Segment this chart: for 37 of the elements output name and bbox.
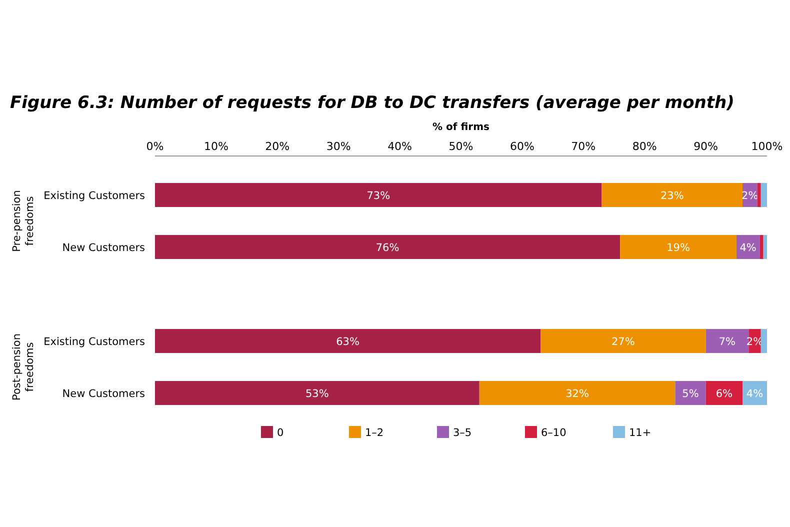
y-tick-label: Existing Customers: [44, 336, 145, 348]
data-label: 76%: [376, 242, 400, 254]
text: Pre-pension freedoms: [11, 190, 36, 252]
x-tick-label: 60%: [510, 140, 534, 153]
x-axis-title: % of firms: [432, 122, 490, 133]
data-label: 73%: [366, 190, 390, 202]
x-tick-label: 0%: [146, 140, 164, 153]
data-label: 32%: [566, 388, 589, 400]
chart-title: Figure 6.3: Number of requests for DB to DC transfers (average per month): [10, 93, 734, 113]
data-label: 5%: [682, 388, 699, 400]
legend-label: 1–2: [365, 427, 384, 439]
x-tick-label: 10%: [204, 140, 228, 153]
text: Post-pension freedoms: [11, 333, 36, 401]
legend-label: 11+: [629, 427, 652, 439]
data-label: 4%: [746, 388, 764, 400]
data-label: 27%: [612, 336, 635, 348]
x-tick-label: 20%: [265, 140, 290, 153]
data-label: 63%: [336, 336, 360, 348]
x-tick-label: 100%: [751, 140, 783, 153]
y-tick-label: New Customers: [62, 388, 145, 400]
data-label: 6%: [716, 388, 733, 400]
x-tick-label: 40%: [388, 140, 412, 153]
legend-label: 6–10: [541, 427, 566, 439]
legend-label: 0: [277, 427, 284, 439]
x-tick-label: 70%: [571, 140, 596, 153]
data-label: 23%: [660, 190, 684, 202]
data-label: 53%: [306, 388, 329, 400]
x-tick-label: 50%: [448, 140, 474, 153]
y-tick-label: Existing Customers: [44, 190, 145, 202]
x-tick-label: 90%: [694, 140, 718, 153]
x-tick-label: 80%: [632, 140, 657, 153]
data-label: 4%: [740, 242, 756, 254]
data-label: 7%: [718, 336, 736, 348]
y-tick-label: New Customers: [62, 242, 145, 254]
legend-label: 3–5: [453, 427, 472, 439]
x-tick-label: 30%: [326, 140, 351, 153]
data-label: 19%: [666, 242, 690, 254]
